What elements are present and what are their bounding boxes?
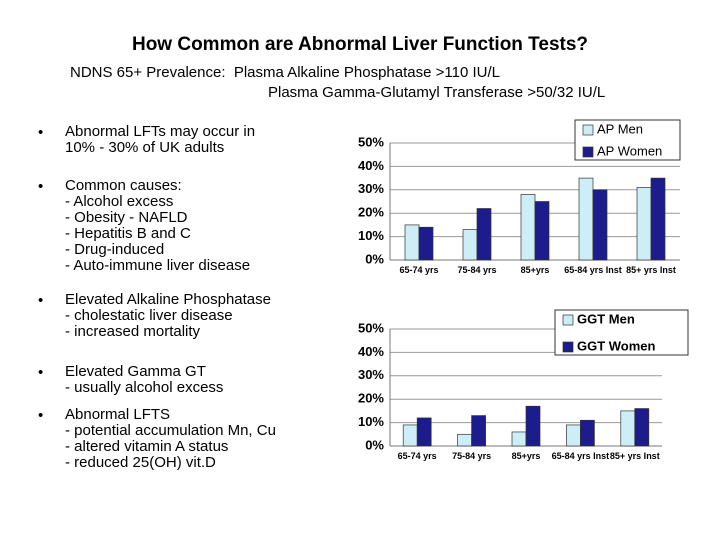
legend-swatch — [562, 314, 574, 326]
bullet-marker: • — [38, 124, 44, 141]
y-tick-label: 30% — [358, 181, 384, 196]
x-tick-label: 65-84 yrs Inst — [564, 265, 622, 275]
bar — [520, 194, 536, 261]
y-tick-label: 20% — [358, 391, 384, 406]
legend-label: AP Men — [597, 121, 643, 136]
bullet-marker: • — [38, 407, 44, 424]
y-tick-label: 10% — [358, 414, 384, 429]
x-tick-label: 85+ yrs Inst — [626, 265, 676, 275]
y-tick-label: 50% — [358, 320, 384, 335]
legend-swatch — [562, 341, 574, 353]
subtitle: Plasma Gamma-Glutamyl Transferase >50/32… — [268, 84, 606, 101]
bar — [471, 415, 486, 447]
subtitle: NDNS 65+ Prevalence: Plasma Alkaline Pho… — [70, 64, 500, 81]
y-tick-label: 50% — [358, 134, 384, 149]
bullet-marker: • — [38, 178, 44, 195]
bar — [580, 419, 595, 447]
bar — [592, 189, 608, 261]
slide-title: How Common are Abnormal Liver Function T… — [131, 34, 589, 55]
x-tick-label: 85+yrs — [520, 265, 550, 275]
bullet-text: - increased mortality — [65, 323, 201, 340]
bar — [476, 208, 492, 261]
x-tick-label: 75-84 yrs — [457, 265, 497, 275]
y-tick-label: 40% — [358, 344, 384, 359]
y-tick-label: 40% — [358, 158, 384, 173]
bullet-text: Elevated Alkaline Phosphatase — [65, 291, 271, 308]
y-tick-label: 0% — [365, 251, 384, 266]
bar — [511, 431, 527, 447]
legend-swatch — [582, 124, 594, 136]
bullet-text: - altered vitamin A status — [65, 438, 229, 455]
bar — [566, 424, 581, 447]
legend-label: AP Women — [597, 143, 662, 158]
bullet-text: - Hepatitis B and C — [65, 225, 191, 242]
legend-label: GGT Women — [577, 338, 656, 353]
bar — [634, 408, 650, 447]
bar — [457, 433, 472, 447]
bar — [636, 187, 652, 261]
x-tick-label: 65-74 yrs — [397, 451, 437, 461]
bullet-text: - Auto-immune liver disease — [65, 257, 251, 274]
legend-box — [554, 309, 689, 356]
bullet-text: - reduced 25(OH) vit.D — [65, 454, 216, 471]
bullet-text: - Obesity - NAFLD — [65, 209, 188, 226]
bar — [534, 201, 550, 261]
x-tick-label: 85+ yrs Inst — [609, 451, 660, 461]
bullet-marker: • — [38, 364, 44, 381]
legend-swatch — [582, 146, 594, 158]
bullet-text: - potential accumulation Mn, Cu — [65, 422, 276, 439]
bullet-text: Abnormal LFTS — [65, 406, 171, 423]
y-tick-label: 10% — [358, 228, 384, 243]
bar — [525, 405, 541, 447]
y-tick-label: 20% — [358, 205, 384, 220]
bar — [404, 224, 420, 261]
x-tick-label: 75-84 yrs — [452, 451, 492, 461]
bar — [462, 229, 478, 261]
x-tick-label: 65-84 yrs Inst — [551, 451, 610, 461]
bullet-text: - cholestatic liver disease — [65, 307, 233, 324]
x-tick-label: 85+yrs — [511, 451, 541, 461]
y-tick-label: 0% — [365, 437, 384, 452]
bar — [402, 424, 418, 447]
bar — [416, 417, 432, 447]
legend-label: GGT Men — [577, 311, 635, 326]
x-tick-label: 65-74 yrs — [399, 265, 439, 275]
bullet-text: - usually alcohol excess — [65, 379, 224, 396]
bar — [620, 410, 636, 447]
bullet-text: Abnormal LFTs may occur in — [65, 123, 256, 140]
bar — [418, 226, 434, 261]
bullet-text: - Alcohol excess — [65, 193, 174, 210]
y-tick-label: 30% — [358, 367, 384, 382]
bullet-text: - Drug-induced — [65, 241, 165, 258]
bar — [650, 177, 666, 261]
bullet-text: 10% - 30% of UK adults — [65, 139, 225, 156]
bar — [578, 177, 594, 261]
bullet-text: Common causes: — [65, 177, 182, 194]
bullet-text: Elevated Gamma GT — [65, 363, 206, 380]
bullet-marker: • — [38, 292, 44, 309]
